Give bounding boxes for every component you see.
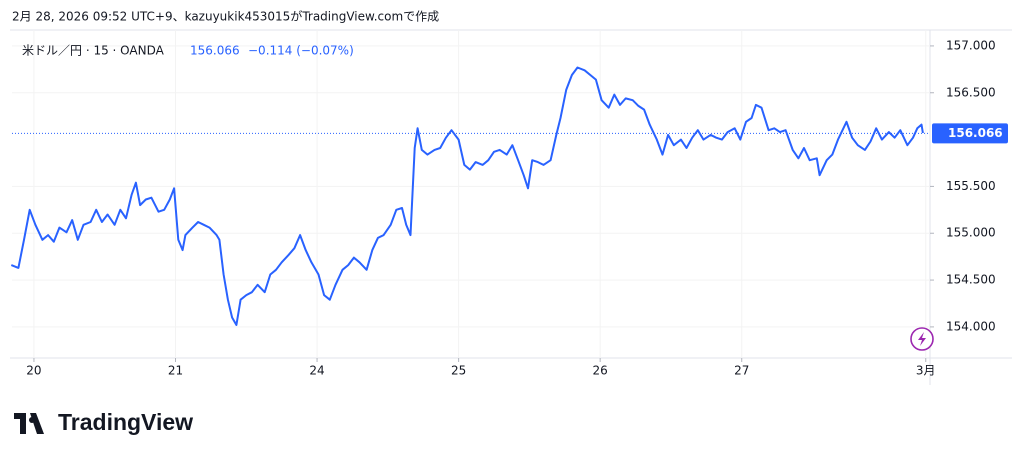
x-tick-label: 20 bbox=[26, 364, 41, 378]
header-price: 156.066 bbox=[190, 44, 240, 58]
brand: TradingView bbox=[58, 409, 193, 435]
x-tick-label: 26 bbox=[593, 364, 608, 378]
symbol: 米ドル／円 · 15 · OANDA bbox=[22, 44, 165, 58]
alert-bolt bbox=[918, 332, 926, 346]
y-tick-label: 154.500 bbox=[946, 273, 996, 287]
y-tick-label: 157.000 bbox=[946, 38, 996, 52]
last-price-box bbox=[932, 123, 1008, 144]
x-tick-label: 21 bbox=[168, 364, 183, 378]
y-tick-label: 156.500 bbox=[946, 85, 996, 99]
plot bbox=[10, 30, 930, 358]
caption: 2月 28, 2026 09:52 UTC+9、kazuyukik453015が… bbox=[12, 9, 439, 24]
y-tick-label: 154.000 bbox=[946, 319, 996, 333]
header-change: −0.114 (−0.07%) bbox=[248, 44, 354, 58]
y-tick-label: 155.500 bbox=[946, 179, 996, 193]
x-tick-label: 24 bbox=[309, 364, 324, 378]
y-tick-label: 155.000 bbox=[946, 226, 996, 240]
x-tick-label: 25 bbox=[451, 364, 466, 378]
x-tick-label: 27 bbox=[734, 364, 749, 378]
price-line bbox=[10, 66, 924, 326]
logo: TradingView bbox=[14, 409, 193, 435]
x-tick-label: 3月 bbox=[916, 364, 936, 378]
last-price-label: 156.066 bbox=[948, 126, 1003, 140]
